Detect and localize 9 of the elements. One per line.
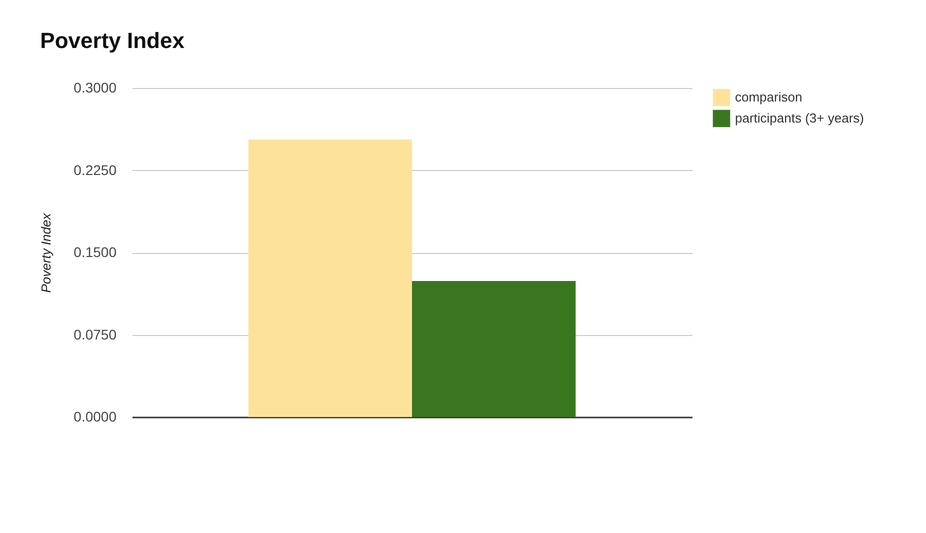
y-tick-label: 0.0000	[74, 408, 117, 424]
legend-label: participants (3+ years)	[735, 110, 864, 126]
y-tick-label: 0.0750	[74, 326, 117, 342]
y-tick-label: 0.3000	[74, 80, 117, 96]
y-tick-label: 0.1500	[74, 244, 117, 260]
y-tick-label: 0.2250	[74, 162, 117, 178]
chart-title: Poverty Index	[40, 28, 186, 53]
legend-label: comparison	[735, 90, 802, 104]
y-axis-title: Poverty Index	[38, 212, 54, 293]
